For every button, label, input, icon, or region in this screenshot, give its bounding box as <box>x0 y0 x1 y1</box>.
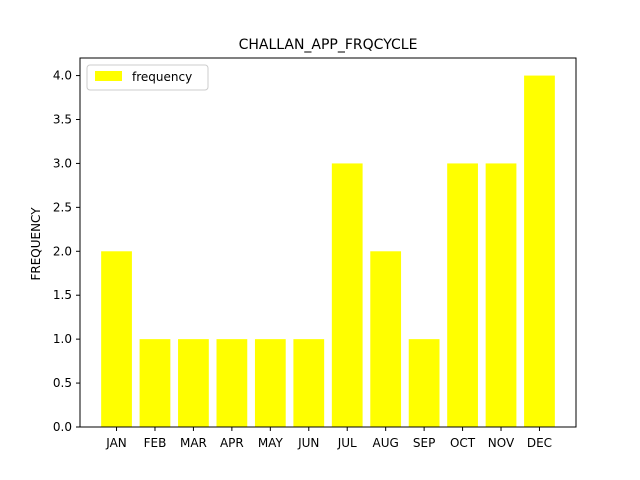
bar-aug <box>370 251 402 427</box>
x-tick-label: MAR <box>180 436 207 450</box>
x-tick-label: JUN <box>297 436 319 450</box>
y-tick-label: 2.0 <box>53 244 72 258</box>
y-tick-label: 2.5 <box>53 200 72 214</box>
x-tick-label: OCT <box>450 436 476 450</box>
x-tick-label: AUG <box>373 436 399 450</box>
y-tick-label: 4.0 <box>53 69 72 83</box>
x-tick-label: JAN <box>105 436 127 450</box>
x-tick-label: MAY <box>258 436 284 450</box>
legend-label: frequency <box>132 70 192 84</box>
bar-nov <box>485 163 517 427</box>
bar-apr <box>216 339 248 427</box>
bar-sep <box>408 339 440 427</box>
bar-jul <box>331 163 363 427</box>
bar-dec <box>524 75 555 427</box>
y-tick-label: 3.0 <box>53 156 72 170</box>
bar-oct <box>447 163 478 427</box>
y-tick-label: 1.5 <box>53 288 72 302</box>
y-tick-label: 3.5 <box>53 113 72 127</box>
bar-series <box>101 75 555 427</box>
y-axis-ticks: 0.0 0.5 1.0 1.5 2.0 2.5 3.0 3.5 4.0 <box>53 69 80 434</box>
bar-feb <box>139 339 171 427</box>
bar-jun <box>293 339 325 427</box>
legend: frequency <box>86 64 209 91</box>
x-tick-label: SEP <box>413 436 435 450</box>
bar-may <box>254 339 286 427</box>
x-tick-label: NOV <box>488 436 515 450</box>
bar-jan <box>101 251 132 427</box>
x-tick-label: APR <box>220 436 244 450</box>
y-tick-label: 0.0 <box>53 420 72 434</box>
x-tick-label: JUL <box>337 436 357 450</box>
y-axis-label: FREQUENCY <box>29 207 43 281</box>
x-axis-ticks: JAN FEB MAR APR MAY JUN JUL AUG SEP OCT NOV DEC <box>105 427 552 450</box>
x-tick-label: DEC <box>527 436 552 450</box>
chart-title: CHALLAN_APP_FRQCYCLE <box>239 37 418 53</box>
legend-swatch <box>95 71 122 81</box>
plot-area-frame <box>79 57 577 428</box>
x-tick-label: FEB <box>144 436 167 450</box>
y-tick-label: 1.0 <box>53 332 72 346</box>
bar-mar <box>178 339 209 427</box>
y-tick-label: 0.5 <box>53 376 72 390</box>
